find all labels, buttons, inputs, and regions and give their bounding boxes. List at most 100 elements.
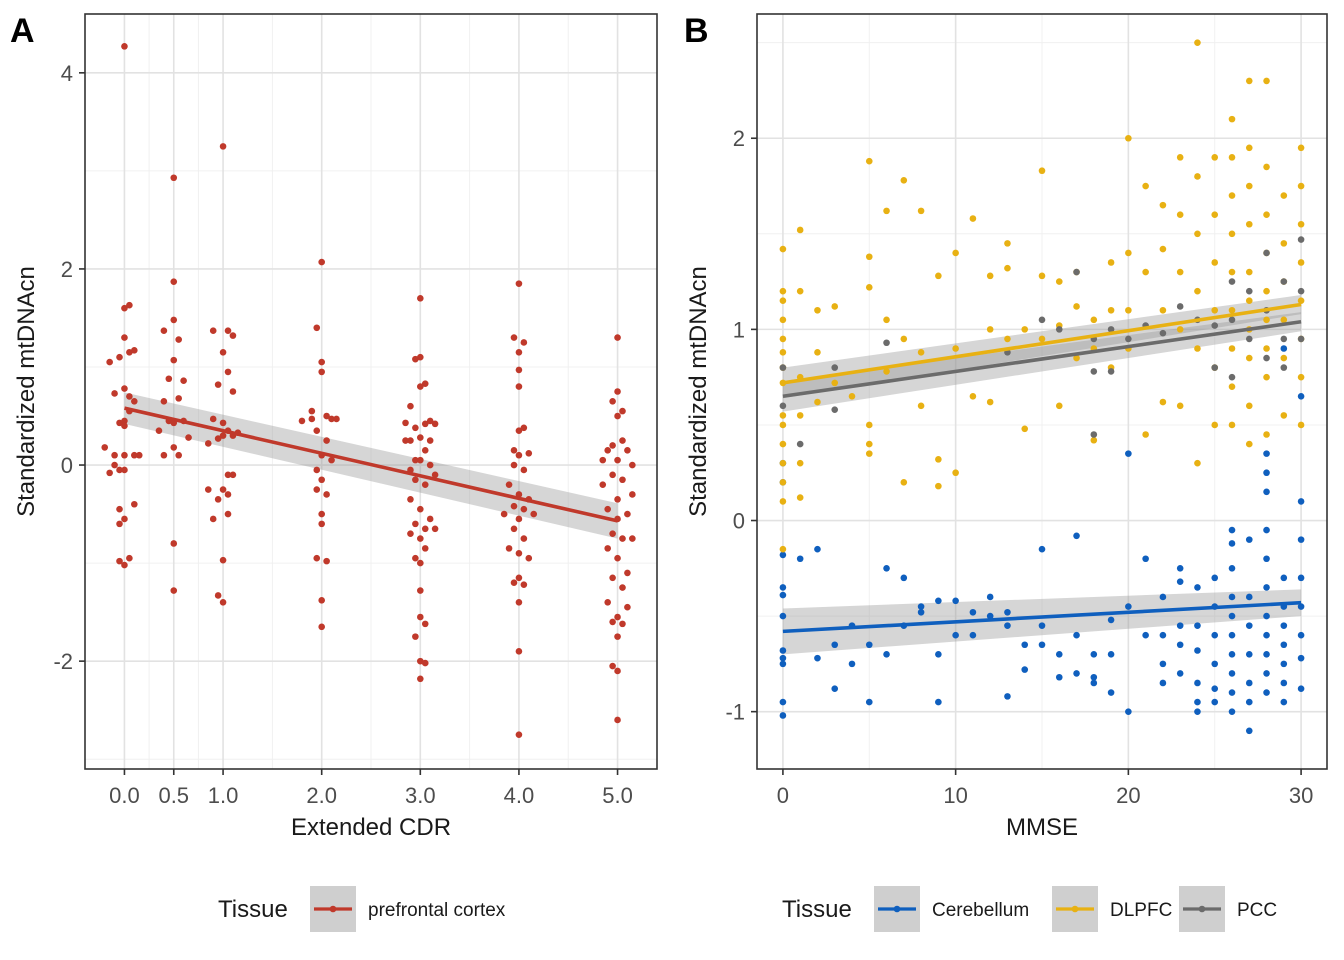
x-tick-label: 2.0 [306,783,337,808]
series-points [779,39,1305,553]
data-point [431,471,439,479]
data-point [1263,211,1270,218]
data-point [111,461,118,469]
data-point [1263,163,1270,171]
minor-gridlines [85,14,657,769]
data-point [313,466,321,474]
data-point [796,555,804,563]
data-point [814,654,821,662]
data-point [1245,335,1253,343]
data-point [883,651,890,658]
data-point [1176,268,1184,276]
regression-line [782,302,1302,385]
data-point [515,366,523,374]
data-point [131,398,138,405]
data-point [417,535,424,542]
data-point [1263,555,1270,563]
data-point [170,174,178,182]
data-point [779,402,787,410]
data-point [1228,306,1236,314]
x-tick-label: 20 [1116,783,1140,808]
data-point [609,574,616,582]
legend-key-point [1071,905,1079,913]
data-point [1142,268,1149,276]
data-point [185,434,192,441]
regression-line [782,600,1302,634]
data-point [116,520,123,528]
data-point [219,556,227,564]
data-point [1245,593,1253,601]
data-point [969,631,977,639]
data-point [779,545,787,553]
data-point [1159,201,1167,209]
data-point [111,451,118,459]
data-point [520,535,528,542]
data-point [1280,412,1288,419]
data-point [814,306,821,314]
data-point [1211,421,1219,429]
data-point [1245,182,1253,190]
confidence-band [782,589,1302,655]
data-point [1263,526,1270,534]
data-point [131,500,138,508]
data-point [779,364,787,371]
data-point [426,437,434,444]
data-point [614,667,621,675]
data-point [1280,354,1288,362]
data-point [831,364,839,371]
data-point [848,660,856,668]
data-point [1073,303,1080,310]
data-point [121,451,128,459]
data-point [779,287,787,295]
axis-ticks: 0.0 0.5 1.0 2.0 3.0 4.0 5.0 -2 0 2 4 [53,61,632,808]
data-point [515,280,523,287]
data-point [624,510,631,518]
data-point [1073,268,1080,276]
data-point [865,698,873,706]
data-point [1004,264,1011,272]
data-point [1280,641,1288,649]
data-point [204,486,212,493]
data-point [1194,622,1201,629]
data-point [1228,689,1236,696]
data-point [1194,230,1201,238]
data-point [1125,708,1132,715]
regression-line [782,319,1302,399]
data-point [510,461,518,469]
data-point [619,407,626,415]
data-point [848,392,856,400]
data-point [402,419,409,427]
data-point [1125,335,1132,343]
x-tick-label: 0.5 [158,783,189,808]
data-point [796,287,804,295]
data-point [313,554,321,562]
data-point [520,505,528,513]
data-point [229,388,237,395]
data-point [1245,698,1253,706]
data-point [121,466,128,474]
data-point [219,486,227,493]
data-point [421,420,429,428]
data-point [407,402,414,410]
panel-tag: B [684,12,709,50]
data-point [417,613,424,621]
x-axis-title: Extended CDR [291,814,451,841]
panel-a: 0.0 0.5 1.0 2.0 3.0 4.0 5.0 -2 0 2 4 Extended CDR St… [10,12,658,932]
data-point [520,466,528,474]
data-point [323,437,330,444]
data-point [515,549,523,557]
data-point [986,272,994,280]
data-point [219,348,227,356]
data-point [629,491,636,498]
data-point [1228,631,1236,639]
data-point [1297,392,1305,400]
data-point [1125,134,1132,142]
data-point [510,334,518,341]
data-point [214,435,222,442]
x-tick-label: 3.0 [405,783,436,808]
data-point [779,316,787,324]
data-point [328,456,335,464]
data-point [969,215,977,222]
data-point [883,339,890,347]
data-point [323,491,330,498]
